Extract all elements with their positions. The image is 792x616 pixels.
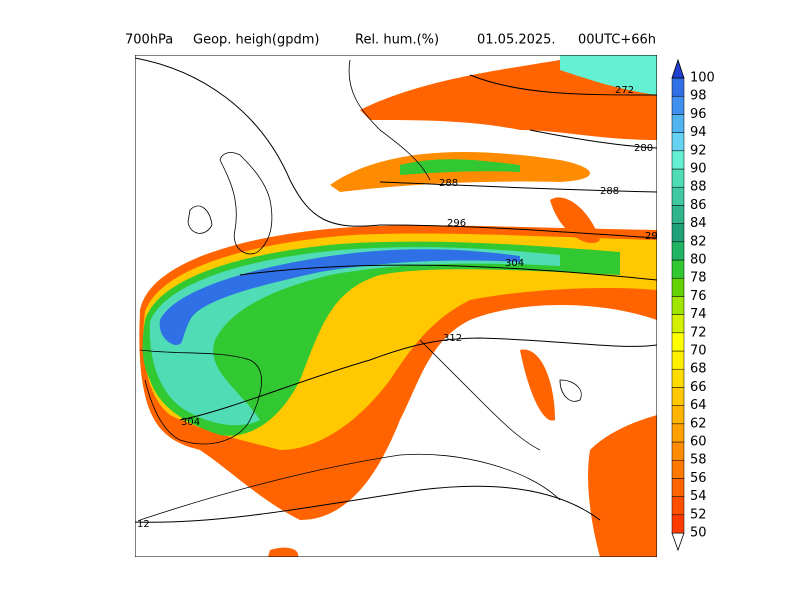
colorbar-box (671, 77, 685, 97)
colorbar-label: 50 (690, 526, 707, 541)
colorbar-box (671, 350, 685, 370)
colorbar-label: 84 (690, 216, 707, 231)
contour-label: 288 (439, 178, 458, 189)
colorbar-box (671, 296, 685, 315)
contour-label: 312 (443, 333, 462, 344)
colorbar-box (671, 241, 685, 261)
title-part: 01.05.2025. (477, 33, 556, 48)
colorbar-label: 74 (690, 307, 707, 322)
colorbar-box (671, 314, 685, 334)
colorbar-label: 98 (690, 89, 707, 104)
colorbar-box (671, 496, 685, 516)
title-part: 00UTC+66h (578, 33, 656, 48)
colorbar-label: 56 (690, 471, 707, 486)
colorbar-label: 60 (690, 435, 707, 450)
colorbar-label: 96 (690, 107, 707, 122)
colorbar-label: 72 (690, 325, 707, 340)
colorbar-label: 80 (690, 253, 707, 268)
contour-label: 29 (645, 231, 658, 242)
colorbar-high-arrow (671, 58, 685, 79)
colorbar-label: 78 (690, 271, 707, 286)
colorbar-box (671, 514, 685, 534)
colorbar-box (671, 277, 685, 297)
contour-label: 304 (181, 417, 200, 428)
colorbar-box (671, 441, 685, 461)
colorbar-label: 76 (690, 289, 707, 304)
colorbar-label: 52 (690, 507, 707, 522)
title-part: Rel. hum.(%) (355, 33, 439, 48)
colorbar-label: 88 (690, 180, 707, 195)
contour-label: 272 (615, 85, 634, 96)
contour-label: 288 (600, 186, 619, 197)
colorbar-label: 92 (690, 143, 707, 158)
contour-labels: 272 280 288 288 296 29 304 304 312 12 (137, 85, 658, 530)
colorbar-label: 64 (690, 398, 707, 413)
colorbar-low-arrow (671, 532, 685, 552)
contour-label: 280 (634, 143, 653, 154)
colorbar-label: 100 (690, 71, 715, 86)
colorbar-label: 94 (690, 125, 707, 140)
title: 700hPa Geop. heigh(gpdm) Rel. hum.(%) 01… (125, 33, 656, 48)
colorbar-box (671, 459, 685, 479)
colorbar-label: 66 (690, 380, 707, 395)
colorbar: 50 52 54 56 58 60 62 64 66 68 70 72 74 76 78 80 82 84 86 88… (671, 58, 715, 552)
colorbar-label: 86 (690, 198, 707, 213)
colorbar-label: 62 (690, 416, 707, 431)
colorbar-label: 54 (690, 489, 707, 504)
colorbar-box (671, 186, 685, 206)
contour-label: 296 (447, 218, 466, 229)
colorbar-box (671, 114, 685, 133)
colorbar-box (671, 405, 685, 425)
colorbar-label: 82 (690, 234, 707, 249)
colorbar-box (671, 259, 685, 279)
map (135, 55, 657, 557)
colorbar-box (671, 223, 685, 243)
colorbar-box (671, 478, 685, 497)
colorbar-box (671, 150, 685, 170)
colorbar-box (671, 387, 685, 406)
colorbar-label: 68 (690, 362, 707, 377)
contour-label: 12 (137, 519, 150, 530)
colorbar-box (671, 205, 685, 224)
contour-label: 304 (505, 258, 524, 269)
colorbar-label: 58 (690, 453, 707, 468)
colorbar-box (671, 132, 685, 152)
colorbar-box (671, 332, 685, 352)
colorbar-box (671, 95, 685, 115)
colorbar-box (671, 168, 685, 188)
colorbar-box (671, 368, 685, 388)
title-part: Geop. heigh(gpdm) (193, 33, 319, 48)
title-part: 700hPa (125, 33, 173, 48)
colorbar-box (671, 423, 685, 443)
colorbar-label: 90 (690, 162, 707, 177)
colorbar-label: 70 (690, 344, 707, 359)
